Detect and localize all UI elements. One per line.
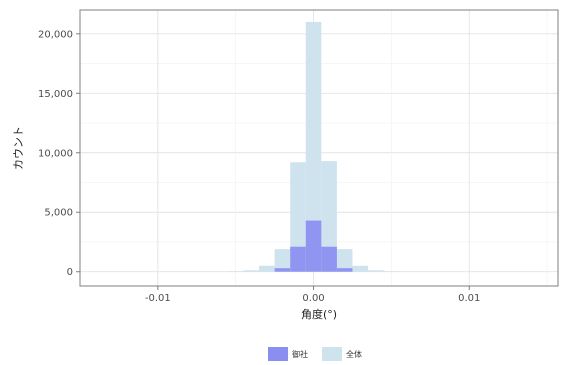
y-tick-label: 20,000 [38,29,73,40]
plot-border [79,9,559,287]
y-tick-label: 15,000 [38,89,73,100]
y-tick-label: 10,000 [38,148,73,159]
legend-swatch-gosha [268,347,288,361]
bar-zentai-3 [274,249,291,272]
bar-zentai-8 [352,265,369,272]
legend: 御社 全体 [268,347,362,361]
histogram-bars [227,21,400,272]
legend-label-gosha: 御社 [292,349,308,359]
axis-ticks: 0 5,000 10,000 15,000 20,000 -0.01 0.00 0.01 [38,29,480,304]
bar-gosha-0 [274,268,291,272]
x-axis-title: 角度(°) [301,307,337,321]
legend-swatch-zentai [322,347,342,361]
bar-zentai-2 [259,265,275,272]
x-tick-label: 0.01 [458,293,480,304]
bar-zentai-6 [321,161,337,272]
x-tick-label: -0.01 [145,293,171,304]
bar-zentai-1 [243,270,260,272]
bar-zentai-9 [368,270,384,272]
y-axis-title: カウント [12,126,25,170]
bar-gosha-3 [321,246,337,272]
bar-gosha-4 [336,268,353,272]
bar-zentai-5 [305,21,322,272]
y-tick-label: 0 [67,267,73,278]
legend-label-zentai: 全体 [346,349,362,359]
bar-gosha-2 [305,220,322,272]
y-tick-label: 5,000 [44,208,73,219]
bar-gosha-1 [290,246,306,272]
bar-zentai-7 [336,249,353,272]
bar-zentai-4 [290,162,306,272]
x-tick-label: 0.00 [302,293,324,304]
